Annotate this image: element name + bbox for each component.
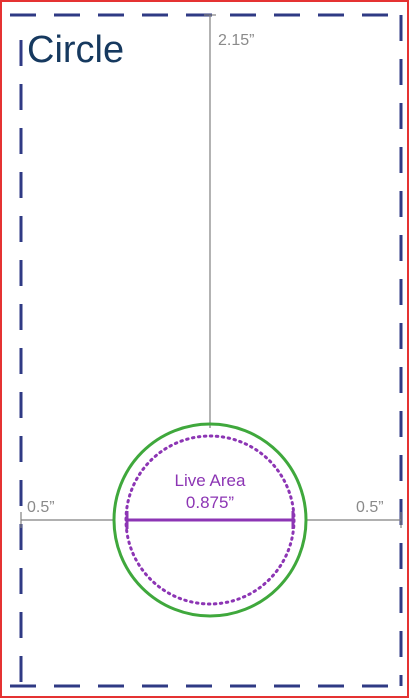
safe-area-frame bbox=[10, 13, 403, 688]
outer-circle-boundary bbox=[112, 422, 308, 618]
left-margin-label: 0.5” bbox=[27, 499, 55, 516]
page-title: Circle bbox=[27, 29, 124, 71]
live-area-label: Live Area bbox=[175, 471, 246, 490]
height-label: 2.15” bbox=[218, 32, 254, 49]
right-margin-label: 0.5” bbox=[356, 499, 384, 516]
live-area-size-label: 0.875” bbox=[186, 493, 235, 512]
